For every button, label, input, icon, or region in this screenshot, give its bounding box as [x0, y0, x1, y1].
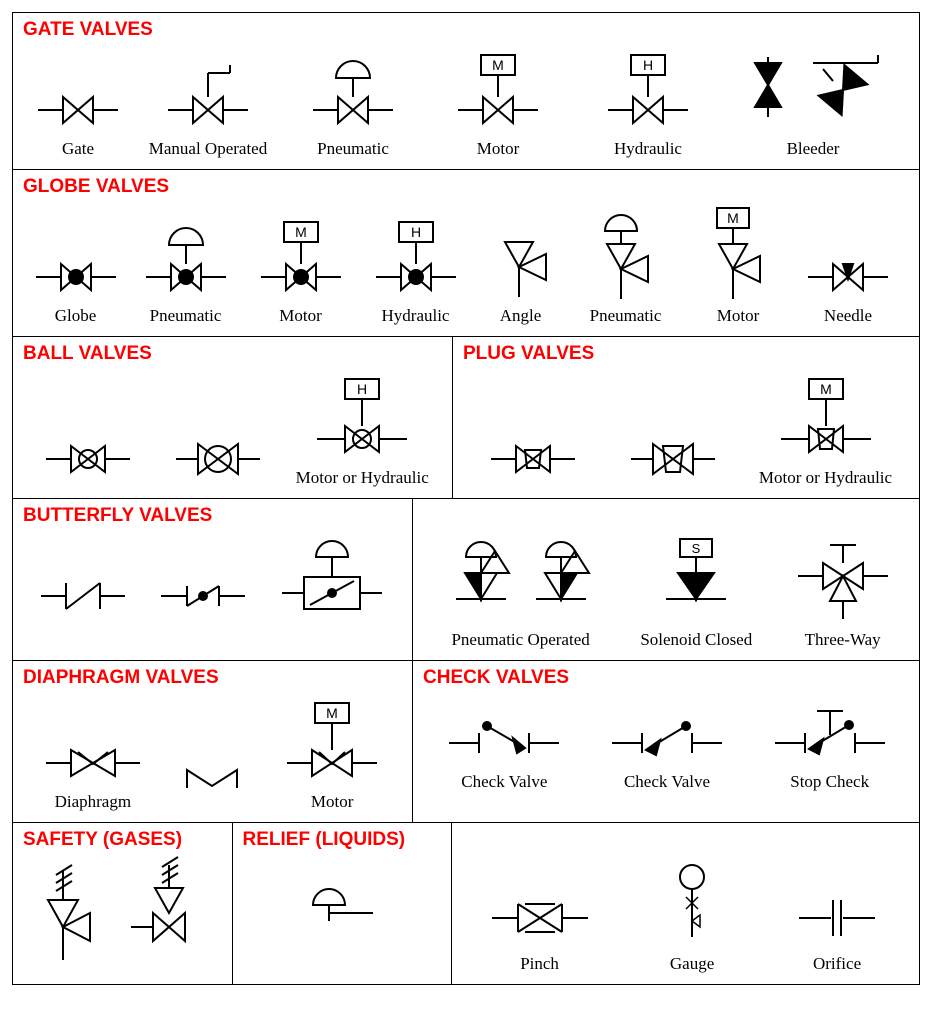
label: Motor: [477, 139, 520, 159]
section-title: DIAPHRAGM VALVES: [23, 667, 402, 689]
solenoid-closed-icon: S: [636, 531, 756, 626]
check-valve-icon: [439, 698, 569, 768]
svg-text:H: H: [357, 381, 367, 397]
label: Manual Operated: [149, 139, 267, 159]
pneumatic-butterfly-valve-icon: [272, 531, 392, 621]
section-globe: GLOBE VALVES Globe: [13, 170, 919, 336]
label: Diaphragm: [55, 792, 131, 812]
section-check: CHECK VALVES Check Valve: [413, 661, 921, 822]
stop-check-valve-icon: [765, 693, 895, 768]
three-way-valve-icon: [788, 531, 898, 626]
pneumatic-angle-valve-icon: [581, 207, 671, 302]
hydraulic-globe-valve-icon: H: [366, 212, 466, 302]
safety-valve-icon: [28, 855, 113, 965]
label: Motor: [717, 306, 760, 326]
label: Gate: [62, 139, 94, 159]
section-title: RELIEF (LIQUIDS): [243, 829, 442, 851]
diaphragm-valve-icon: [38, 718, 148, 788]
needle-valve-icon: [803, 232, 893, 302]
svg-text:M: M: [492, 57, 504, 73]
label: Gauge: [670, 954, 714, 974]
plug-valve-alt-icon: [623, 414, 723, 484]
section-butterfly-extra: .: [413, 499, 921, 660]
label: Needle: [824, 306, 872, 326]
label: Check Valve: [461, 772, 547, 792]
label: Pneumatic: [590, 306, 662, 326]
pneumatic-gate-valve-icon: [303, 50, 403, 135]
svg-text:M: M: [326, 705, 338, 721]
svg-text:M: M: [727, 210, 739, 226]
plug-valve-icon: [483, 414, 583, 484]
label: Solenoid Closed: [640, 630, 752, 650]
section-plug: PLUG VALVES: [453, 337, 919, 498]
pinch-valve-icon: [480, 870, 600, 950]
bleeder-valve-icon: [733, 45, 893, 135]
section-title: GATE VALVES: [23, 19, 909, 41]
section-title: SAFETY (GASES): [23, 829, 222, 851]
section-title: GLOBE VALVES: [23, 176, 909, 198]
butterfly-valve-icon: [33, 551, 133, 621]
label: Pneumatic Operated: [451, 630, 589, 650]
label: Pinch: [520, 954, 559, 974]
label: Motor or Hydraulic: [296, 468, 429, 488]
hydraulic-gate-valve-icon: H: [598, 45, 698, 135]
check-valve-alt-icon: [602, 698, 732, 768]
gauge-icon: [642, 855, 742, 950]
label: Bleeder: [787, 139, 840, 159]
motor-angle-valve-icon: M: [693, 202, 783, 302]
pneumatic-globe-valve-icon: [136, 217, 236, 302]
section-misc: . Pinch: [452, 823, 919, 984]
label: Stop Check: [790, 772, 869, 792]
label: Motor or Hydraulic: [759, 468, 892, 488]
svg-text:S: S: [692, 541, 701, 556]
label: Motor: [311, 792, 354, 812]
motor-plug-valve-icon: M: [771, 369, 881, 464]
label: Globe: [55, 306, 97, 326]
manual-gate-valve-icon: [158, 55, 258, 135]
label: Check Valve: [624, 772, 710, 792]
globe-valve-icon: [31, 232, 121, 302]
ball-valve-icon: [38, 414, 138, 484]
section-title: CHECK VALVES: [423, 667, 911, 689]
label: Hydraulic: [382, 306, 450, 326]
motor-globe-valve-icon: M: [251, 212, 351, 302]
gate-valve-icon: [33, 65, 123, 135]
section-safety: SAFETY (GASES): [13, 823, 233, 984]
angle-valve-icon: [481, 212, 561, 302]
motor-diaphragm-valve-icon: M: [277, 693, 387, 788]
label: Motor: [279, 306, 322, 326]
label: Orifice: [813, 954, 861, 974]
section-diaphragm: DIAPHRAGM VALVES Diaphragm: [13, 661, 413, 822]
butterfly-valve-alt-icon: [153, 551, 253, 621]
label: Hydraulic: [614, 139, 682, 159]
section-title: BALL VALVES: [23, 343, 442, 365]
section-title: PLUG VALVES: [463, 343, 909, 365]
label: Angle: [500, 306, 542, 326]
label: Pneumatic: [150, 306, 222, 326]
label: Pneumatic: [317, 139, 389, 159]
label: Three-Way: [805, 630, 881, 650]
relief-valve-icon: [278, 855, 398, 955]
ball-valve-alt-icon: [168, 414, 268, 484]
svg-text:M: M: [820, 381, 832, 397]
safety-valve-alt-icon: [123, 855, 213, 965]
motor-ball-valve-icon: H: [307, 369, 417, 464]
valve-symbol-chart: GATE VALVES Gate: [12, 12, 920, 985]
pneumatic-operated-icon: [431, 531, 611, 626]
section-relief: RELIEF (LIQUIDS): [233, 823, 453, 984]
section-gate: GATE VALVES Gate: [13, 13, 919, 169]
svg-text:H: H: [643, 57, 653, 73]
diaphragm-shape-icon: [172, 738, 252, 808]
section-title: BUTTERFLY VALVES: [23, 505, 402, 527]
svg-text:H: H: [410, 224, 420, 240]
motor-gate-valve-icon: M: [448, 45, 548, 135]
section-butterfly: BUTTERFLY VALVES: [13, 499, 413, 660]
orifice-icon: [787, 870, 887, 950]
svg-text:M: M: [295, 224, 307, 240]
section-ball: BALL VALVES: [13, 337, 453, 498]
